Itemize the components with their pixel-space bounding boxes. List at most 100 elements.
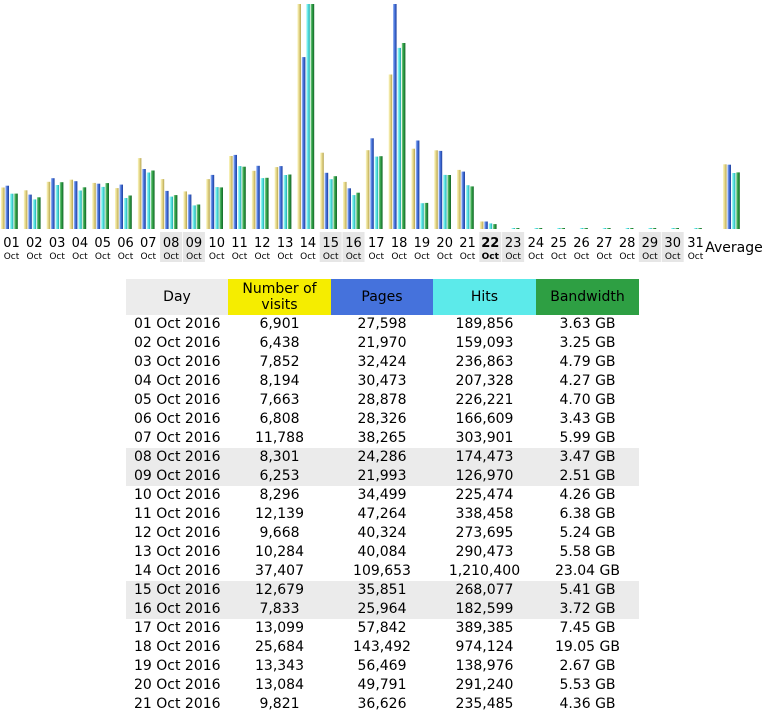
bar-average-bandwidth — [736, 172, 740, 229]
cell-pages: 28,878 — [357, 392, 407, 408]
cell-hits: 159,093 — [455, 335, 514, 351]
table-row: 11 Oct 2016 12,139 47,264 338,458 6.38 GB — [126, 505, 639, 524]
tick-label-day: 17 — [368, 236, 385, 251]
bar-bandwidth — [493, 224, 497, 229]
tick-label-day: 28 — [619, 236, 636, 251]
cell-day: 04 Oct 2016 — [134, 373, 221, 389]
cell-pages: 109,653 — [353, 563, 411, 579]
table-row: 01 Oct 2016 6,901 27,598 189,856 3.63 GB — [126, 315, 639, 334]
cell-visits: 9,668 — [259, 525, 300, 541]
table-row: 07 Oct 2016 11,788 38,265 303,901 5.99 GB — [126, 429, 639, 448]
table-row: 20 Oct 2016 13,084 49,791 291,240 5.53 GB — [126, 676, 639, 695]
tick-label-month: Oct — [665, 252, 681, 262]
tick-label-month: Oct — [528, 252, 544, 262]
tick-label-day: 01 — [3, 236, 20, 251]
header-bandwidth: Bandwidth — [536, 279, 639, 315]
cell-day: 13 Oct 2016 — [134, 544, 221, 560]
cell-day: 17 Oct 2016 — [134, 620, 221, 636]
bar-hits — [374, 156, 379, 229]
cell-pages: 49,791 — [357, 677, 407, 693]
bar-hits — [306, 4, 310, 229]
cell-day: 18 Oct 2016 — [134, 639, 221, 655]
bar-hits — [32, 199, 37, 229]
bar-pages — [370, 138, 374, 229]
bar-pages — [415, 140, 420, 229]
bar-hits — [351, 195, 356, 229]
tick-label-day: 08 — [163, 236, 180, 251]
cell-bandwidth: 3.25 GB — [559, 335, 616, 351]
cell-visits: 6,253 — [228, 467, 331, 486]
cell-pages: 40,324 — [357, 525, 407, 541]
bar-hits — [101, 186, 105, 229]
cell-bandwidth: 6.38 GB — [559, 506, 616, 522]
tick-label-month: Oct — [642, 252, 658, 262]
cell-pages: 21,993 — [331, 467, 433, 486]
bar-visits — [206, 179, 210, 229]
weekend-label-bg — [502, 232, 525, 262]
cell-visits: 7,833 — [228, 600, 331, 619]
tick-label-day: 20 — [436, 236, 453, 251]
tick-label-day: 03 — [49, 236, 66, 251]
cell-bandwidth: 4.36 GB — [559, 696, 616, 712]
bar-hits — [488, 223, 493, 229]
cell-bandwidth: 3.43 GB — [559, 411, 616, 427]
cell-pages: 143,492 — [353, 639, 411, 655]
cell-bandwidth: 4.79 GB — [559, 354, 616, 370]
cell-bandwidth: 5.99 GB — [559, 430, 616, 446]
tick-label-month: Oct — [27, 252, 43, 262]
cell-visits: 7,852 — [259, 354, 300, 370]
tick-label-month: Oct — [300, 252, 316, 262]
bar-hits — [420, 203, 424, 229]
cell-visits: 6,438 — [259, 335, 300, 351]
cell-pages: 27,598 — [357, 316, 407, 332]
table-row: 06 Oct 2016 6,808 28,326 166,609 3.43 GB — [126, 410, 639, 429]
cell-visits: 37,407 — [255, 563, 304, 579]
bar-bandwidth — [652, 228, 657, 229]
bar-bandwidth — [219, 187, 223, 229]
bar-bandwidth — [37, 197, 41, 229]
tick-label-day: 12 — [254, 236, 271, 251]
tick-label-month: Oct — [72, 252, 88, 262]
tick-label-month: Oct — [277, 252, 293, 262]
table-row: 02 Oct 2016 6,438 21,970 159,093 3.25 GB — [126, 334, 639, 353]
header-visits: Number of visits — [228, 279, 331, 315]
weekend-label-bg — [160, 232, 183, 262]
cell-bandwidth: 4.26 GB — [559, 487, 616, 503]
bar-bandwidth — [287, 174, 292, 229]
bar-bandwidth — [59, 182, 64, 229]
cell-hits: 138,976 — [455, 658, 514, 674]
bar-hits — [557, 228, 561, 229]
cell-bandwidth: 5.41 GB — [536, 581, 639, 600]
bar-bandwidth — [515, 228, 520, 229]
bar-visits — [1, 187, 5, 229]
table-row: 10 Oct 2016 8,296 34,499 225,474 4.26 GB — [126, 486, 639, 505]
cell-day: 09 Oct 2016 — [126, 467, 228, 486]
bar-bandwidth — [470, 186, 474, 229]
tick-label-day: 13 — [277, 236, 294, 251]
tick-label-day: 30 — [664, 236, 681, 251]
table-row: 16 Oct 2016 7,833 25,964 182,599 3.72 GB — [126, 600, 639, 619]
tick-label-month: Oct — [688, 252, 704, 262]
cell-day: 21 Oct 2016 — [134, 696, 221, 712]
bar-pages — [119, 184, 123, 229]
bar-pages — [142, 169, 146, 229]
table-row: 14 Oct 2016 37,407 109,653 1,210,400 23.04 G… — [126, 562, 639, 581]
table-row: 18 Oct 2016 25,684 143,492 974,124 19.05 GB — [126, 638, 639, 657]
bar-visits — [229, 156, 233, 229]
bar-pages — [484, 221, 488, 229]
tick-label-day: 21 — [459, 236, 476, 251]
cell-day: 07 Oct 2016 — [134, 430, 221, 446]
bar-bandwidth — [698, 228, 702, 229]
bar-hits — [511, 228, 515, 229]
bar-hits — [397, 47, 401, 230]
tick-label-month: Oct — [209, 252, 225, 262]
bar-bandwidth — [242, 166, 246, 229]
bar-bandwidth — [128, 195, 132, 229]
bar-visits — [92, 182, 96, 229]
tick-label-day: 05 — [94, 236, 111, 251]
tick-label-month: Oct — [597, 252, 613, 262]
cell-hits: 182,599 — [433, 600, 536, 619]
daily-stats-chart: 01Oct02Oct03Oct04Oct05Oct06Oct07Oct08Oct… — [1, 4, 763, 262]
bar-bandwidth — [196, 204, 201, 229]
bar-hits — [55, 185, 59, 229]
